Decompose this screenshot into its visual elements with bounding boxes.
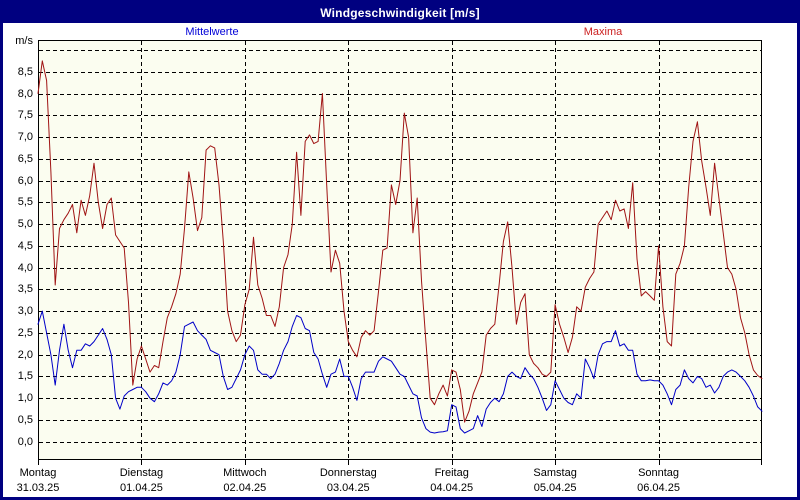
y-axis-tick-label: 0,5: [17, 413, 33, 426]
y-axis-tick-label: 1,5: [17, 370, 33, 383]
title-bar: Windgeschwindigkeit [m/s]: [3, 3, 797, 23]
y-axis-tick-label: 4,0: [17, 261, 33, 274]
x-axis-day-label: Sonntag: [638, 467, 680, 479]
mean-series-line: [37, 310, 763, 434]
x-axis-day-label: Samstag: [533, 467, 577, 479]
x-axis-date-label: 31.03.25: [16, 482, 60, 494]
x-axis-date-label: 04.04.25: [430, 482, 474, 494]
x-axis-date-label: 02.04.25: [223, 482, 267, 494]
x-axis-date-label: 05.04.25: [533, 482, 577, 494]
max-series-line: [37, 60, 763, 423]
plot-frame: [38, 40, 762, 460]
y-axis-tick-label: 8,0: [17, 87, 33, 100]
y-axis-tick-label: 2,0: [17, 348, 33, 361]
x-axis-day-label: Montag: [19, 467, 57, 479]
y-axis-tick-label: 8,5: [17, 65, 33, 78]
y-axis-tick-label: 5,5: [17, 196, 33, 209]
legend-mittelwerte-label: Mittelwerte: [185, 26, 239, 38]
y-axis-unit-label: m/s: [15, 35, 33, 47]
y-axis-tick-label: 1,0: [17, 392, 33, 405]
y-axis-tick-label: 0,0: [17, 435, 33, 448]
y-axis-tick-label: 3,0: [17, 305, 33, 318]
x-axis-date-label: 01.04.25: [120, 482, 163, 494]
y-axis-tick-label: 4,5: [17, 239, 33, 252]
x-axis-day-label: Mittwoch: [223, 467, 267, 479]
y-axis-tick-label: 5,0: [17, 218, 33, 231]
x-axis-day-label: Freitag: [434, 467, 469, 479]
y-axis-tick-label: 2,5: [17, 326, 33, 339]
x-axis-date-label: 06.04.25: [637, 482, 680, 494]
window-title: Windgeschwindigkeit [m/s]: [320, 6, 480, 20]
legend-maxima-label: Maxima: [583, 26, 623, 38]
y-axis-tick-label: 3,5: [17, 283, 33, 296]
chart-canvas: [37, 40, 763, 465]
wind-speed-chart: [37, 40, 763, 470]
x-axis-day-label: Donnerstag: [319, 467, 377, 479]
y-axis-tick-label: 6,5: [17, 152, 33, 165]
y-axis-tick-label: 7,0: [17, 131, 33, 144]
y-axis-tick-label: 6,0: [17, 174, 33, 187]
x-axis-day-label: Dienstag: [119, 467, 164, 479]
x-axis-date-label: 03.04.25: [326, 482, 370, 494]
y-axis-tick-label: 7,5: [17, 109, 33, 122]
